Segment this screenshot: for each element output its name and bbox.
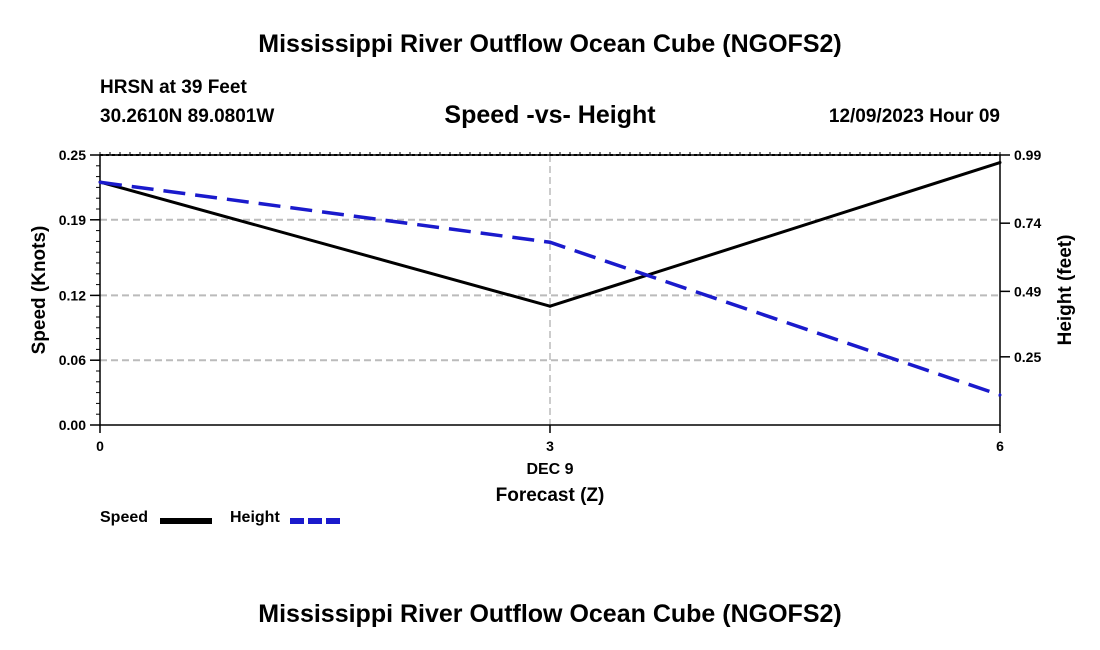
y-right-tick-label: 0.25 bbox=[1014, 349, 1041, 365]
label-layer: 0.00 0.06 0.12 0.19 0.25 0.25 0.49 0.74 0.99 0 3 6 D… bbox=[29, 147, 1076, 506]
coordinates-label: 30.2610N 89.0801W bbox=[100, 106, 275, 127]
data-point-speed bbox=[998, 161, 1002, 165]
y-left-tick-label: 0.25 bbox=[59, 147, 86, 163]
station-label: HRSN at 39 Feet bbox=[100, 77, 247, 98]
footer-title: Mississippi River Outflow Ocean Cube (NG… bbox=[258, 600, 842, 628]
data-point-height bbox=[98, 180, 102, 184]
x-axis-title: Forecast (Z) bbox=[496, 485, 605, 506]
data-point-speed bbox=[548, 304, 552, 308]
legend-label-height: Height bbox=[230, 509, 280, 526]
grid-layer bbox=[100, 154, 1000, 425]
data-point-height bbox=[998, 393, 1002, 397]
y-left-tick-label: 0.12 bbox=[59, 287, 86, 303]
y-right-tick-label: 0.49 bbox=[1014, 283, 1041, 299]
y-left-axis-title: Speed (Knots) bbox=[29, 226, 50, 355]
forecast-datetime: 12/09/2023 Hour 09 bbox=[828, 106, 1000, 127]
chart-subtitle: Speed -vs- Height bbox=[444, 101, 656, 129]
x-date-label: DEC 9 bbox=[526, 461, 573, 478]
series-layer bbox=[98, 161, 1002, 397]
y-left-tick-label: 0.19 bbox=[59, 212, 86, 228]
y-left-tick-label: 0.00 bbox=[59, 417, 86, 433]
legend-swatch-speed bbox=[160, 518, 212, 524]
legend-label-speed: Speed bbox=[100, 509, 149, 526]
chart-title: Mississippi River Outflow Ocean Cube (NG… bbox=[258, 30, 842, 58]
axis-layer bbox=[90, 152, 1010, 433]
x-tick-label: 0 bbox=[96, 438, 104, 454]
x-tick-label: 3 bbox=[546, 438, 554, 454]
legend-swatch-height bbox=[290, 518, 342, 524]
y-right-axis-title: Height (feet) bbox=[1055, 235, 1076, 346]
x-tick-label: 6 bbox=[996, 438, 1004, 454]
y-right-tick-label: 0.74 bbox=[1014, 215, 1041, 231]
y-left-tick-label: 0.06 bbox=[59, 352, 86, 368]
data-point-height bbox=[548, 240, 552, 244]
y-right-tick-label: 0.99 bbox=[1014, 147, 1041, 163]
